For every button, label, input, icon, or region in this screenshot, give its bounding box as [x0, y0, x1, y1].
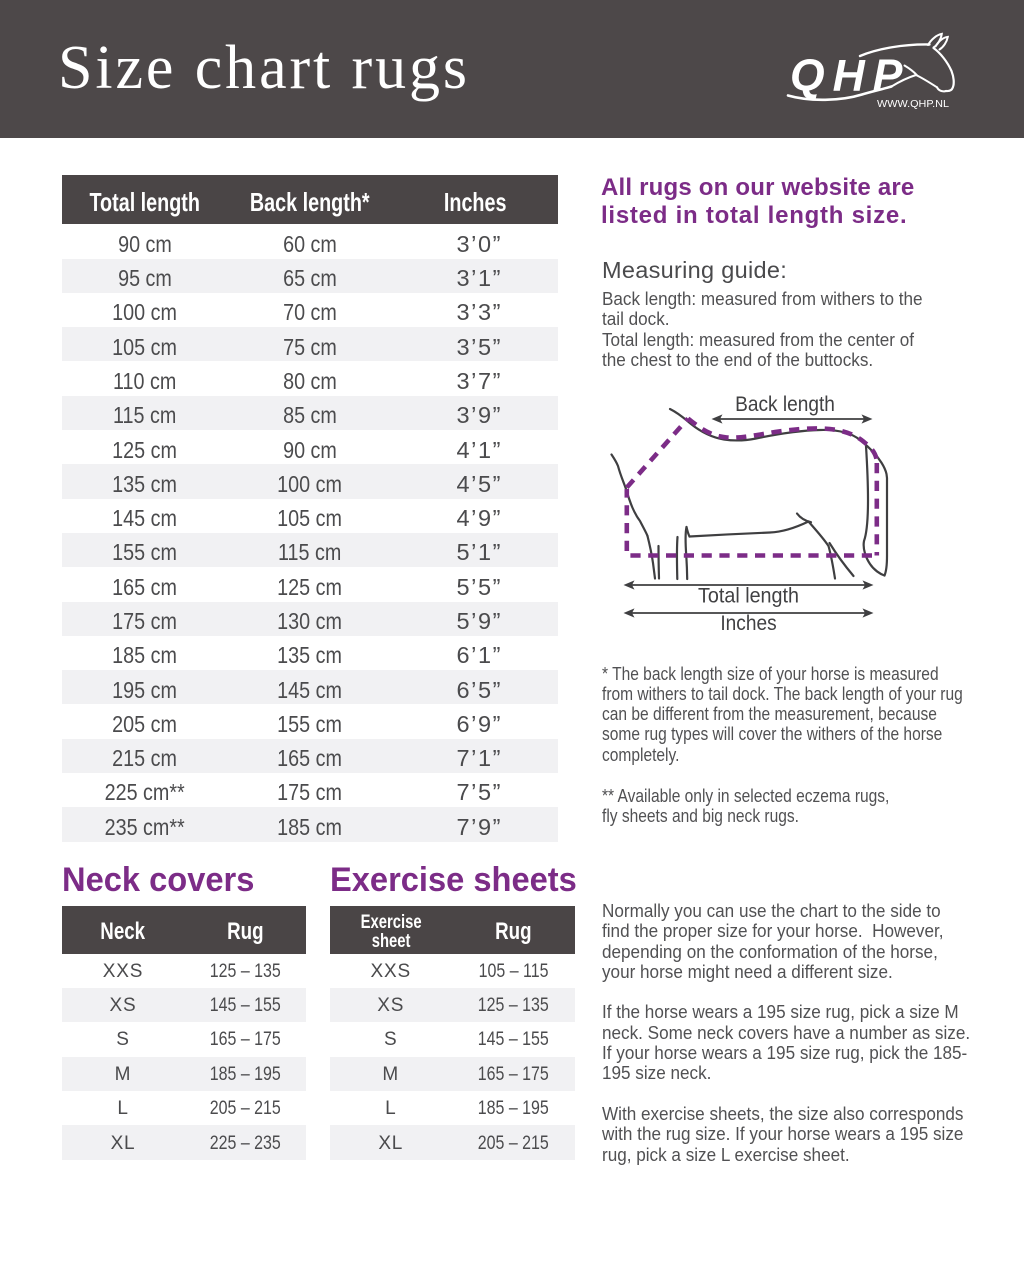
svg-text:Back length: Back length — [735, 393, 835, 416]
svg-text:QHP: QHP — [790, 52, 910, 101]
svg-text:Inches: Inches — [720, 612, 776, 635]
svg-text:Total length: Total length — [698, 585, 799, 608]
svg-text:WWW.QHP.NL: WWW.QHP.NL — [877, 98, 949, 110]
